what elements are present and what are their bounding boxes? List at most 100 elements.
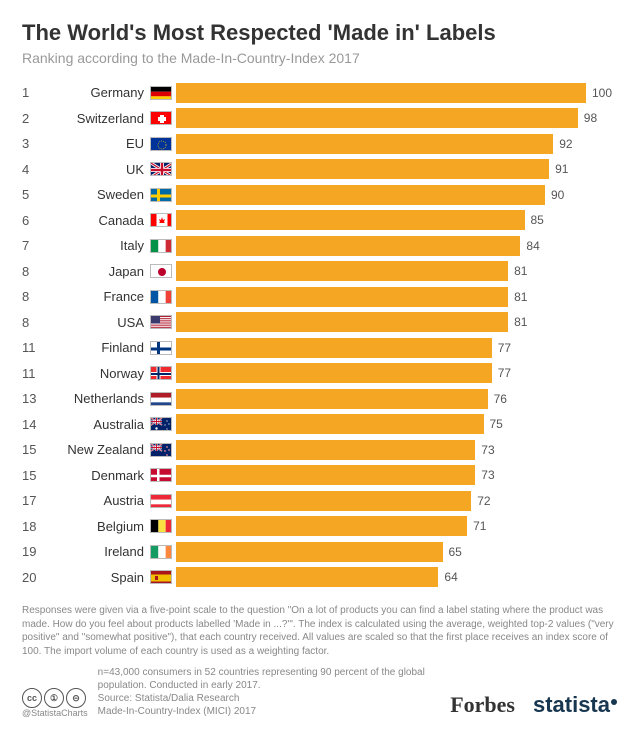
- rank-label: 19: [22, 544, 40, 559]
- rank-label: 20: [22, 570, 40, 585]
- cc-icon: cc: [22, 688, 42, 708]
- country-label: Italy: [40, 238, 150, 253]
- bar-area: 73: [176, 465, 618, 485]
- value-label: 77: [498, 341, 511, 355]
- chart-rows: 1Germany1002Switzerland983EU924UK915Swed…: [22, 80, 618, 590]
- country-label: France: [40, 289, 150, 304]
- bar-area: 81: [176, 287, 618, 307]
- bar-area: 72: [176, 491, 618, 511]
- license-block: cc ① ⊝ @StatistaCharts: [22, 688, 88, 718]
- flag-icon: [150, 213, 172, 227]
- statista-logo: statista: [533, 692, 618, 718]
- chart-row: 13Netherlands 76: [22, 386, 618, 412]
- chart-subtitle: Ranking according to the Made-In-Country…: [22, 50, 618, 66]
- country-label: Austria: [40, 493, 150, 508]
- country-label: Australia: [40, 417, 150, 432]
- country-label: EU: [40, 136, 150, 151]
- chart-row: 11Norway77: [22, 361, 618, 387]
- source-text: Source: Statista/Dalia Research: [98, 692, 441, 705]
- bar-area: 91: [176, 159, 618, 179]
- flag-icon: [150, 570, 172, 584]
- bar-area: 77: [176, 363, 618, 383]
- value-label: 90: [551, 188, 564, 202]
- bar: [176, 236, 520, 256]
- chart-row: 8France81: [22, 284, 618, 310]
- country-label: Sweden: [40, 187, 150, 202]
- chart-row: 19Ireland 65: [22, 539, 618, 565]
- chart-row: 14Australia75: [22, 412, 618, 438]
- bar: [176, 210, 525, 230]
- chart-container: The World's Most Respected 'Made in' Lab…: [0, 0, 640, 728]
- rank-label: 8: [22, 264, 40, 279]
- rank-label: 15: [22, 442, 40, 457]
- bar: [176, 465, 475, 485]
- meta-block: cc ① ⊝ @StatistaCharts n=43,000 consumer…: [22, 666, 618, 718]
- bar-area: 81: [176, 312, 618, 332]
- value-label: 65: [449, 545, 462, 559]
- bar-area: 64: [176, 567, 618, 587]
- rank-label: 17: [22, 493, 40, 508]
- chart-row: 2Switzerland98: [22, 106, 618, 132]
- bar-area: 71: [176, 516, 618, 536]
- flag-icon: [150, 162, 172, 176]
- bar: [176, 185, 545, 205]
- bar-area: 73: [176, 440, 618, 460]
- bar: [176, 440, 475, 460]
- flag-icon: [150, 545, 172, 559]
- country-label: Norway: [40, 366, 150, 381]
- chart-row: 3EU 92: [22, 131, 618, 157]
- flag-icon: [150, 341, 172, 355]
- rank-label: 7: [22, 238, 40, 253]
- rank-label: 6: [22, 213, 40, 228]
- value-label: 72: [477, 494, 490, 508]
- twitter-handle: @StatistaCharts: [22, 708, 88, 718]
- forbes-logo: Forbes: [450, 692, 515, 718]
- rank-label: 18: [22, 519, 40, 534]
- value-label: 71: [473, 519, 486, 533]
- cc-by-icon: ①: [44, 688, 64, 708]
- chart-row: 7Italy 84: [22, 233, 618, 259]
- chart-row: 8USA81: [22, 310, 618, 336]
- value-label: 81: [514, 264, 527, 278]
- flag-icon: [150, 366, 172, 380]
- bar-area: 81: [176, 261, 618, 281]
- bar: [176, 414, 484, 434]
- bar: [176, 363, 492, 383]
- logos: Forbes statista: [450, 692, 618, 718]
- value-label: 81: [514, 315, 527, 329]
- flag-icon: [150, 417, 172, 431]
- value-label: 98: [584, 111, 597, 125]
- value-label: 84: [526, 239, 539, 253]
- flag-icon: [150, 239, 172, 253]
- country-label: Japan: [40, 264, 150, 279]
- country-label: Ireland: [40, 544, 150, 559]
- value-label: 73: [481, 443, 494, 457]
- bar-area: 92: [176, 134, 618, 154]
- bar-area: 100: [176, 83, 618, 103]
- chart-row: 1Germany100: [22, 80, 618, 106]
- rank-label: 2: [22, 111, 40, 126]
- flag-icon: [150, 137, 172, 151]
- country-label: Netherlands: [40, 391, 150, 406]
- flag-icon: [150, 86, 172, 100]
- bar: [176, 287, 508, 307]
- country-label: Finland: [40, 340, 150, 355]
- value-label: 91: [555, 162, 568, 176]
- bar: [176, 491, 471, 511]
- value-label: 85: [531, 213, 544, 227]
- country-label: Spain: [40, 570, 150, 585]
- rank-label: 3: [22, 136, 40, 151]
- bar-area: 84: [176, 236, 618, 256]
- bar: [176, 516, 467, 536]
- flag-icon: [150, 290, 172, 304]
- bar-area: 75: [176, 414, 618, 434]
- index-text: Made-In-Country-Index (MICI) 2017: [98, 705, 441, 718]
- value-label: 100: [592, 86, 612, 100]
- flag-icon: [150, 468, 172, 482]
- chart-row: 6Canada85: [22, 208, 618, 234]
- bar-area: 76: [176, 389, 618, 409]
- country-label: Germany: [40, 85, 150, 100]
- country-label: UK: [40, 162, 150, 177]
- rank-label: 13: [22, 391, 40, 406]
- chart-row: 17Austria 72: [22, 488, 618, 514]
